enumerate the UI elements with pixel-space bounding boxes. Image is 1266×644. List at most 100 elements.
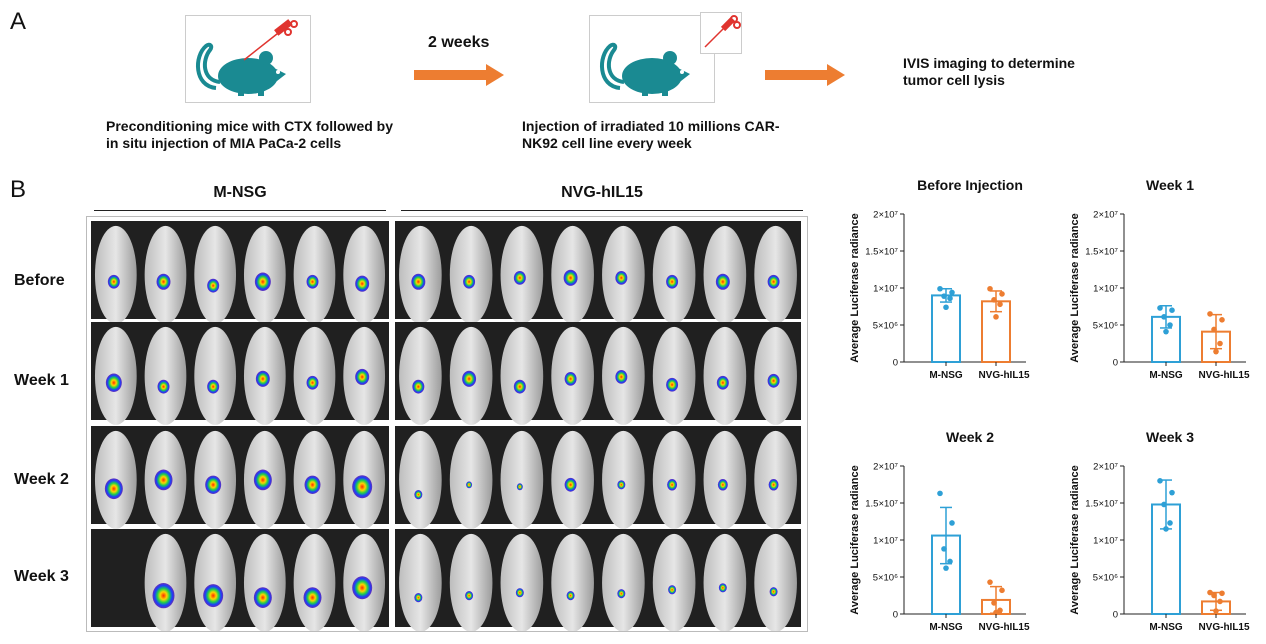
mouse-syringe-icon xyxy=(195,19,298,96)
y-tick-label: 2×10⁷ xyxy=(1093,462,1118,473)
bar-chart-before-injection: Average Luciferase radiance 0 5×10⁶ 1×10⁷ 1.… xyxy=(849,210,1030,382)
bioluminescence-signal xyxy=(203,584,224,608)
data-point xyxy=(987,579,993,585)
bioluminescence-signal xyxy=(152,582,175,609)
chart-1-title: Before Injection xyxy=(917,177,1023,193)
bioluminescence-signal xyxy=(716,375,729,390)
step-3-text: IVIS imaging to determine tumor cell lys… xyxy=(903,55,1163,89)
mouse-body xyxy=(293,225,336,324)
step-2-text: Injection of irradiated 10 millions CAR-… xyxy=(522,118,842,152)
bar-m-nsg xyxy=(1151,503,1181,615)
bioluminescence-signal xyxy=(253,469,272,491)
step-2-line-1: Injection of irradiated 10 millions CAR- xyxy=(522,118,780,134)
arrow-1-label: 2 weeks xyxy=(428,34,490,51)
data-point xyxy=(1211,326,1217,333)
data-point xyxy=(1219,317,1225,323)
y-tick-label: 0 xyxy=(1113,358,1118,369)
bioluminescence-signal xyxy=(564,371,577,386)
step-1-line-1: Preconditioning mice with CTX followed b… xyxy=(106,118,394,134)
bar-chart-week-1: Average Luciferase radiance 0 5×10⁶ 1×10⁷ 1.… xyxy=(1069,210,1250,382)
data-point xyxy=(947,295,953,302)
bioluminescence-signal xyxy=(666,274,679,289)
bioluminescence-signal xyxy=(205,475,222,494)
data-point xyxy=(999,291,1005,297)
y-tick-label: 5×10⁶ xyxy=(873,573,898,584)
y-tick-label: 2×10⁷ xyxy=(873,462,898,473)
bioluminescence-signal xyxy=(306,274,319,289)
panel-b-letter: B xyxy=(10,176,27,203)
mouse-illustration-1 xyxy=(185,15,311,103)
mouse-syringe-icon xyxy=(599,42,690,96)
data-point xyxy=(1207,589,1213,596)
row-label-week-3: Week 3 xyxy=(14,568,69,585)
data-point xyxy=(993,314,999,320)
step-3-line-1: IVIS imaging to determine xyxy=(903,55,1075,71)
bioluminescence-signal xyxy=(411,273,426,290)
bioluminescence-signal xyxy=(412,379,425,394)
data-point xyxy=(947,558,953,565)
bioluminescence-signal xyxy=(414,593,423,603)
ivis-panel-background xyxy=(91,322,389,420)
step-2-line-2: NK92 cell line every week xyxy=(522,135,692,151)
bioluminescence-signal xyxy=(513,270,526,285)
mouse-body xyxy=(194,326,237,425)
bar-chart-week-2: Average Luciferase radiance 0 5×10⁶ 1×10⁷ 1.… xyxy=(849,462,1030,634)
data-point xyxy=(991,600,997,606)
data-point xyxy=(999,587,1005,594)
bioluminescence-signal xyxy=(617,589,626,599)
data-point xyxy=(949,289,955,296)
mouse-body xyxy=(194,533,237,632)
bioluminescence-signal xyxy=(207,278,220,293)
group-1-title: M-NSG xyxy=(213,184,267,201)
x-tick-label: NVG-hIL15 xyxy=(1198,622,1250,633)
data-point xyxy=(937,285,943,292)
bioluminescence-signal xyxy=(615,369,628,384)
y-tick-label: 1×10⁷ xyxy=(1093,536,1118,547)
y-tick-label: 1.5×10⁷ xyxy=(865,499,898,510)
x-tick-label: NVG-hIL15 xyxy=(978,370,1030,381)
data-point xyxy=(1167,520,1173,526)
bioluminescence-signal xyxy=(207,379,220,394)
right-arrow-icon xyxy=(414,64,504,86)
ivis-panel-background xyxy=(91,426,389,524)
ivis-panel-background xyxy=(91,529,389,627)
data-point xyxy=(1169,489,1175,496)
y-tick-label: 2×10⁷ xyxy=(873,210,898,221)
y-axis-label: Average Luciferase radiance xyxy=(1069,465,1081,614)
ivis-images-svg xyxy=(91,221,801,632)
bioluminescence-signal xyxy=(668,585,677,595)
data-point xyxy=(937,490,943,497)
data-point xyxy=(941,546,947,552)
y-tick-label: 1×10⁷ xyxy=(873,536,898,547)
bioluminescence-signal xyxy=(715,273,730,290)
data-point xyxy=(1217,598,1223,605)
data-point xyxy=(987,285,993,292)
mouse-body xyxy=(293,326,336,425)
data-point xyxy=(943,304,949,311)
syringe-icon xyxy=(704,15,741,48)
y-tick-label: 2×10⁷ xyxy=(1093,210,1118,221)
mouse-body xyxy=(399,430,442,529)
bioluminescence-signal xyxy=(717,479,728,491)
bioluminescence-signal xyxy=(767,274,780,289)
data-point xyxy=(1161,314,1167,320)
mouse-body xyxy=(652,533,696,632)
bioluminescence-signal xyxy=(306,375,319,390)
data-point xyxy=(1211,592,1217,599)
y-tick-label: 5×10⁶ xyxy=(1093,321,1118,332)
bioluminescence-signal xyxy=(566,591,575,601)
bioluminescence-signal xyxy=(303,587,322,608)
bioluminescence-signal xyxy=(156,273,171,290)
mouse-body xyxy=(754,533,797,632)
ivis-image-grid xyxy=(86,216,808,632)
data-point xyxy=(1157,478,1163,484)
y-tick-label: 0 xyxy=(893,358,898,369)
mouse-body xyxy=(144,326,187,425)
y-axis-label: Average Luciferase radiance xyxy=(849,465,861,614)
mouse-body xyxy=(500,430,544,529)
data-point xyxy=(943,565,949,571)
y-tick-label: 5×10⁶ xyxy=(1093,573,1118,584)
mouse-body xyxy=(652,225,696,324)
data-point xyxy=(1161,501,1167,508)
data-point xyxy=(991,297,997,303)
